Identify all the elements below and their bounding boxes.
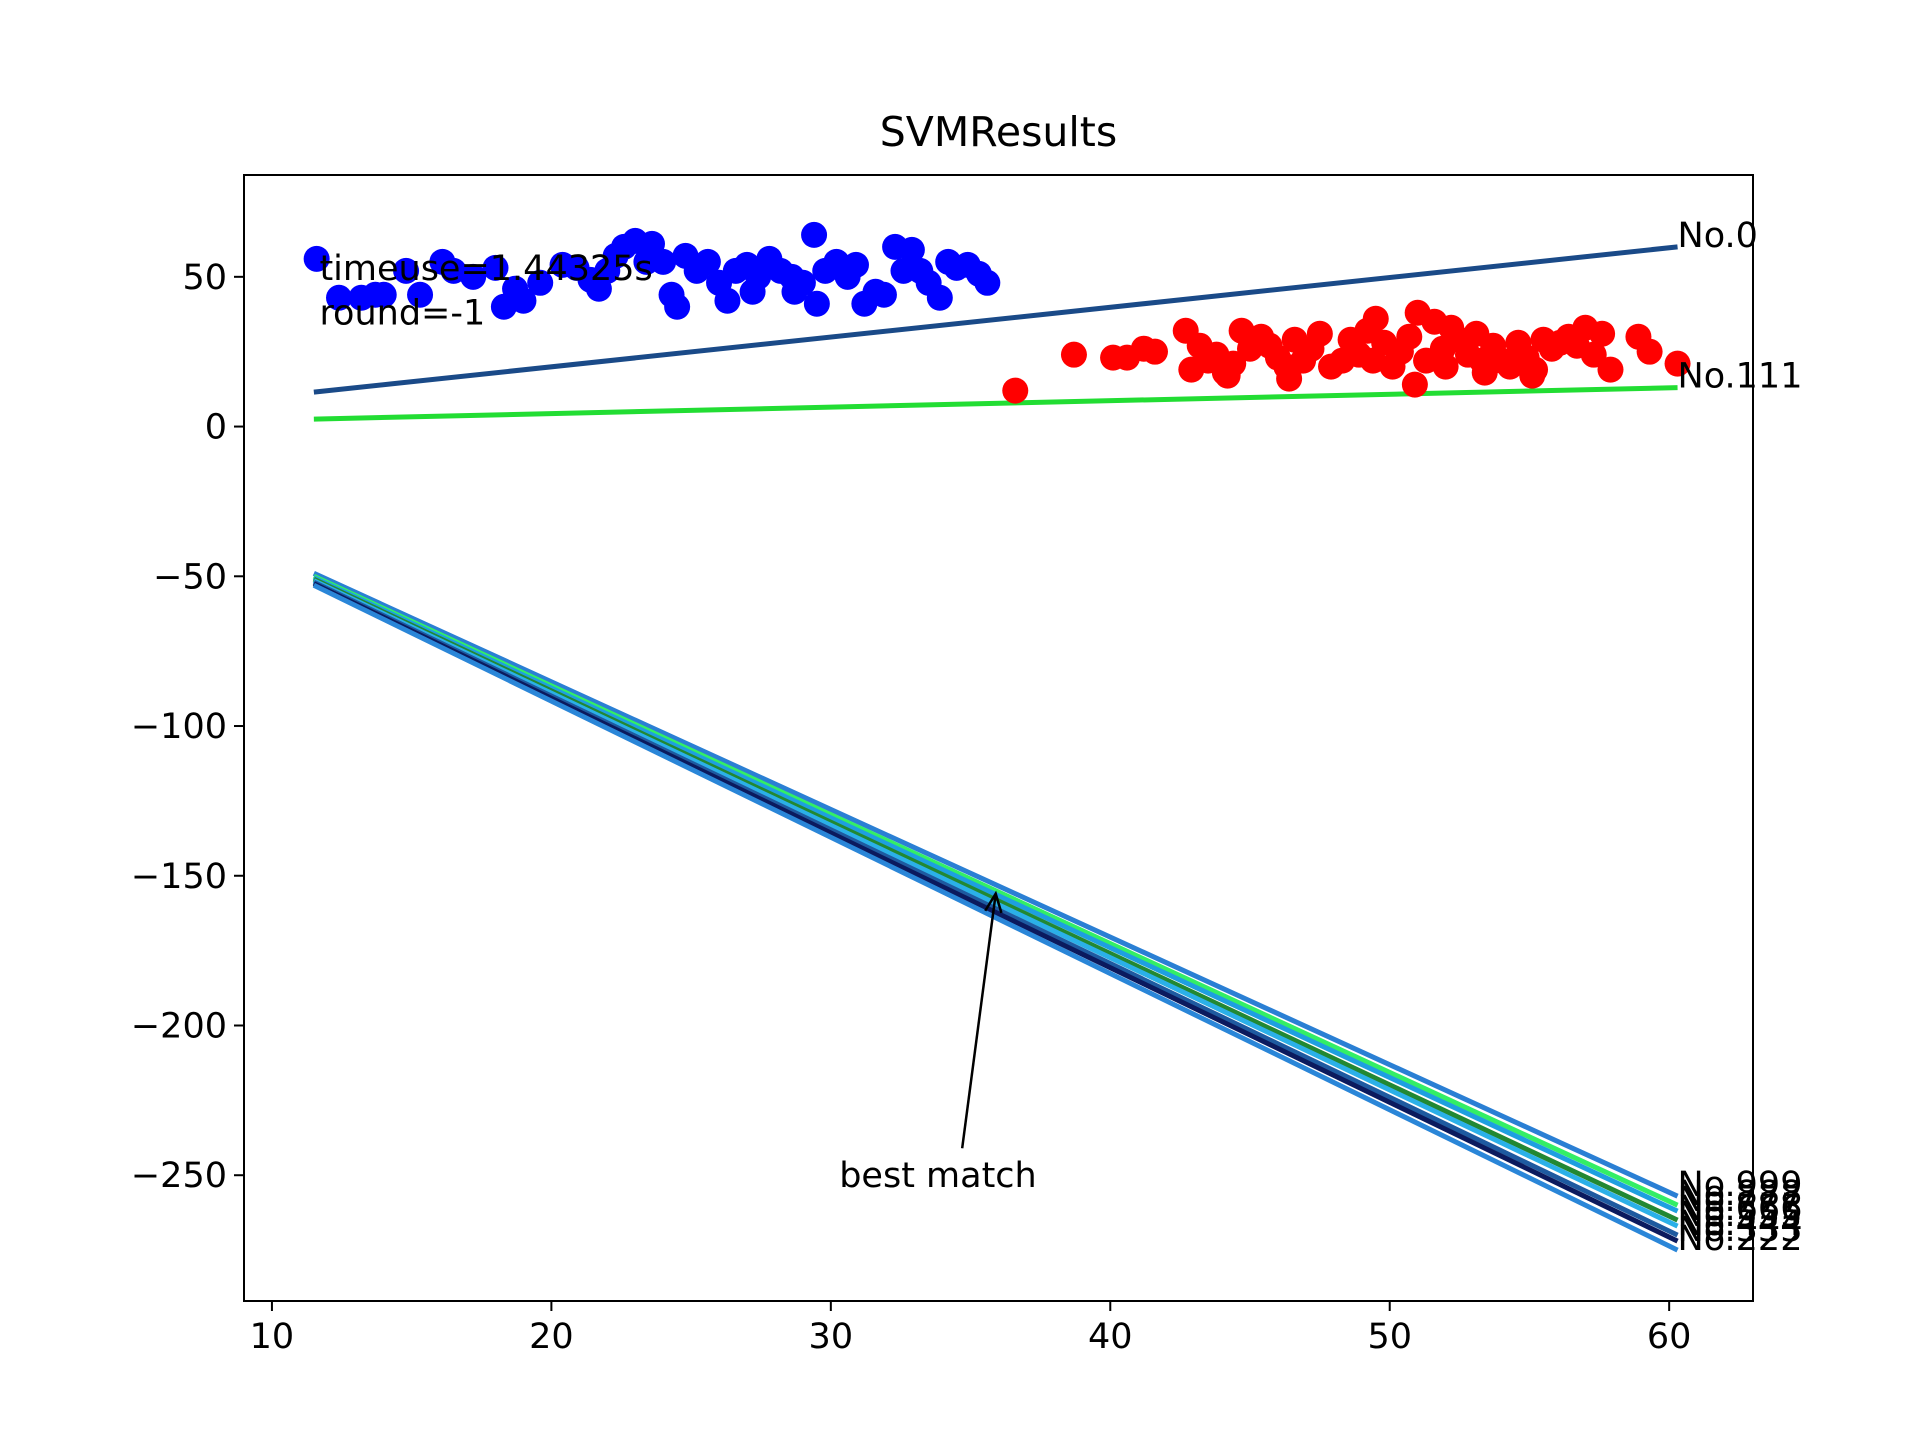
scatter-point — [803, 290, 830, 317]
scatter-point — [1636, 338, 1663, 365]
line-end-label: No.666 — [1678, 1189, 1803, 1229]
scatter-point — [1306, 320, 1333, 347]
round-annotation: round=-1 — [319, 294, 485, 334]
scatter-point — [1401, 371, 1428, 398]
y-tick-label: −100 — [131, 707, 227, 747]
x-tick-label: 50 — [1367, 1317, 1412, 1357]
scatter-point — [1519, 362, 1546, 389]
scatter-point — [1468, 347, 1495, 374]
scatter-point — [694, 248, 721, 275]
points-layer — [303, 221, 1691, 404]
series-line — [312, 571, 1679, 1199]
line-end-label: No.444 — [1678, 1204, 1803, 1244]
scatter-point — [1580, 341, 1607, 368]
x-tick-label: 30 — [809, 1317, 854, 1357]
scatter-point — [303, 245, 330, 272]
scatter-point — [898, 236, 925, 263]
axes-frame — [243, 174, 1754, 1302]
ticks-layer: 10 20 30 40 50 60 50 0 −50 −100 −150 −200 −250 — [131, 258, 1692, 1357]
line-end-label: No.555 — [1678, 1195, 1803, 1235]
scatter-point — [393, 257, 420, 284]
line-end-labels: No.0 No.111 No.999No.888No.777No.666No.555… — [1678, 216, 1803, 1259]
x-tick-label: 60 — [1647, 1317, 1692, 1357]
annotation-arrow — [960, 893, 997, 1149]
y-tick-label: −200 — [131, 1006, 227, 1046]
scatter-point — [460, 263, 487, 290]
scatter-point — [650, 248, 677, 275]
scatter-point — [527, 269, 554, 296]
line-end-label: No.888 — [1678, 1174, 1803, 1214]
line-end-label: No.0 — [1678, 216, 1758, 256]
scatter-point — [1362, 305, 1389, 332]
scatter-point — [1060, 341, 1087, 368]
y-tick-label: −150 — [131, 857, 227, 897]
lines-layer — [312, 244, 1679, 1253]
scatter-point — [870, 281, 897, 308]
timeuse-annotation: timeuse=1.44325s — [319, 249, 652, 289]
chart-title: SVMResults — [880, 108, 1118, 156]
scatter-point — [781, 278, 808, 305]
scatter-point — [1276, 365, 1303, 392]
scatter-point — [664, 293, 691, 320]
line-end-label: No.333 — [1678, 1210, 1803, 1250]
series-line — [313, 385, 1678, 422]
scatter-point — [1141, 338, 1168, 365]
line-end-label: No.999 — [1678, 1165, 1803, 1205]
y-tick-label: −50 — [153, 557, 227, 597]
scatter-point — [407, 281, 434, 308]
scatter-point — [974, 269, 1001, 296]
scatter-point — [1002, 377, 1029, 404]
scatter-point — [739, 278, 766, 305]
scatter-point — [842, 251, 869, 278]
scatter-point — [1214, 362, 1241, 389]
y-tick-label: 50 — [182, 258, 227, 298]
scatter-point — [1597, 356, 1624, 383]
scatter-point — [1589, 320, 1616, 347]
scatter-point — [440, 257, 467, 284]
x-tick-label: 20 — [529, 1317, 574, 1357]
scatter-point — [926, 284, 953, 311]
annotation-arrow-head — [984, 890, 1003, 914]
best-match-annotation: best match — [839, 1156, 1037, 1196]
scatter-point — [326, 284, 353, 311]
scatter-point — [482, 254, 509, 281]
y-tick-label: 0 — [205, 408, 227, 448]
scatter-point — [714, 287, 741, 314]
series-line — [313, 244, 1678, 395]
scatter-point — [1396, 323, 1423, 350]
x-tick-label: 10 — [250, 1317, 295, 1357]
scatter-point — [1359, 347, 1386, 374]
line-end-label: No.111 — [1678, 357, 1803, 397]
line-end-label: No.222 — [1678, 1219, 1803, 1259]
scatter-point — [370, 281, 397, 308]
scatter-point — [1664, 350, 1691, 377]
annotations-layer: timeuse=1.44325s round=-1 best match — [319, 249, 1036, 1196]
series-line — [312, 583, 1679, 1253]
scatter-point — [801, 221, 828, 248]
y-tick-label: −250 — [131, 1156, 227, 1196]
scatter-point — [510, 287, 537, 314]
line-end-label: No.777 — [1678, 1180, 1803, 1220]
x-tick-label: 40 — [1088, 1317, 1133, 1357]
scatter-point — [1432, 353, 1459, 380]
